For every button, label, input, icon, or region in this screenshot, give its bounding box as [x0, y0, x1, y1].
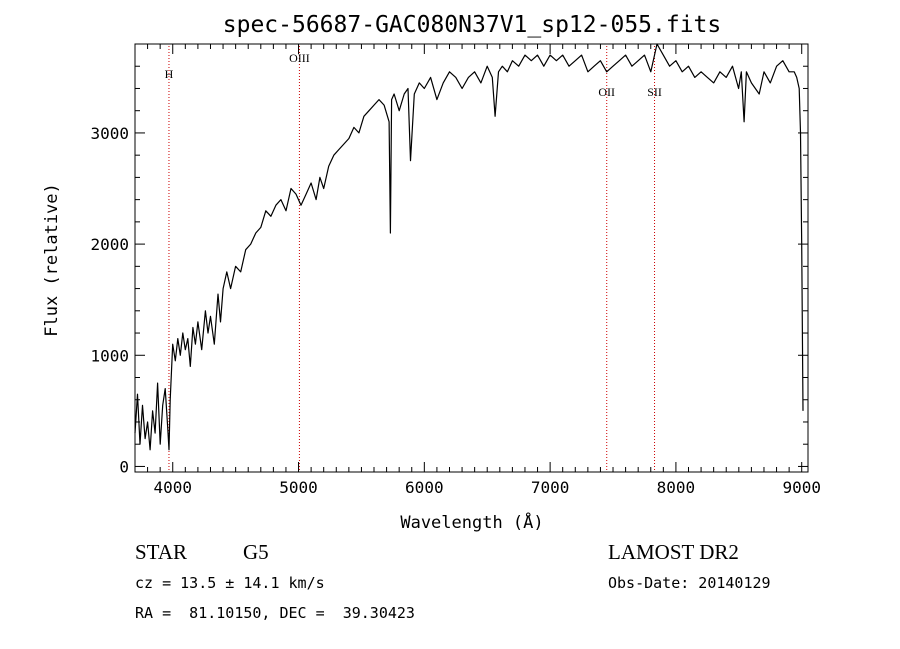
obs-date: Obs-Date: 20140129 — [608, 574, 771, 592]
x-tick-label: 8000 — [657, 478, 696, 497]
y-tick-label: 2000 — [90, 235, 129, 254]
chart-title: spec-56687-GAC080N37V1_sp12-055.fits — [223, 12, 722, 38]
plot-area: 4000 5000 6000 7000 8000 9000 0 1000 2000 3000 H OI… — [90, 43, 821, 497]
spectrum-line — [134, 43, 804, 451]
y-tick-label: 0 — [119, 457, 129, 476]
line-marker-label: OIII — [289, 51, 310, 65]
x-tick-label: 9000 — [782, 478, 821, 497]
x-tick-label: 4000 — [153, 478, 192, 497]
line-marker-label: SII — [647, 85, 662, 99]
redshift-info: cz = 13.5 ± 14.1 km/s — [135, 574, 325, 592]
coordinates: RA = 81.10150, DEC = 39.30423 — [135, 604, 415, 622]
x-axis-label: Wavelength (Å) — [400, 511, 543, 533]
y-axis-label: Flux (relative) — [42, 183, 62, 337]
object-class: STAR — [135, 540, 187, 564]
y-tick-label: 3000 — [90, 124, 129, 143]
x-tick-label: 7000 — [531, 478, 570, 497]
survey-name: LAMOST DR2 — [608, 540, 739, 564]
y-tick-label: 1000 — [90, 346, 129, 365]
subclass: G5 — [243, 540, 269, 564]
x-tick-label: 6000 — [405, 478, 444, 497]
line-marker-label: OII — [598, 85, 615, 99]
line-marker-label: H — [165, 67, 174, 81]
x-tick-label: 5000 — [279, 478, 318, 497]
plot-frame — [134, 43, 809, 473]
